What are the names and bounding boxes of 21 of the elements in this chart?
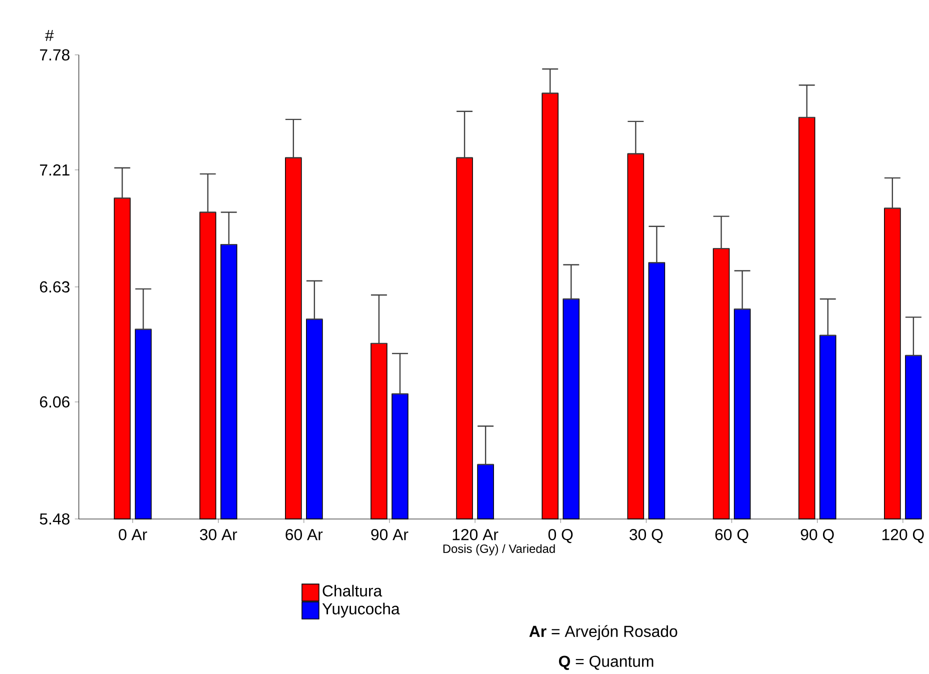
x-tick-label: 60 Ar bbox=[286, 528, 323, 540]
x-tick-label: 60 Q bbox=[715, 528, 748, 543]
y-tick-label: 7.21 bbox=[40, 164, 70, 176]
x-tick-label: 120 Ar bbox=[452, 528, 498, 540]
text: Ar = Arvejón Rosado bbox=[529, 624, 678, 640]
y-tick-label: 6.06 bbox=[40, 396, 70, 408]
x-tick-label: 30 Ar bbox=[200, 528, 238, 540]
y-tick-label: 6.63 bbox=[40, 281, 70, 292]
y-tick-label: 5.48 bbox=[40, 513, 70, 524]
x-tick-label: 90 Ar bbox=[371, 528, 408, 540]
y-tick-label: 7.78 bbox=[40, 49, 70, 60]
x-tick-label: 0 Q bbox=[548, 528, 573, 543]
x-tick-label: 0 Ar bbox=[118, 528, 148, 540]
y-axis-title: # bbox=[45, 30, 54, 41]
x-tick-label: 30 Q bbox=[630, 528, 663, 543]
text: Q = Quantum bbox=[558, 656, 654, 670]
legend-label: Chaltura bbox=[322, 584, 382, 596]
x-axis-title: Dosis (Gy) / Variedad bbox=[443, 544, 555, 556]
x-tick-label: 120 Q bbox=[882, 528, 924, 543]
x-tick-label: 90 Q bbox=[800, 528, 834, 543]
legend-label: Yuyucocha bbox=[322, 602, 400, 618]
